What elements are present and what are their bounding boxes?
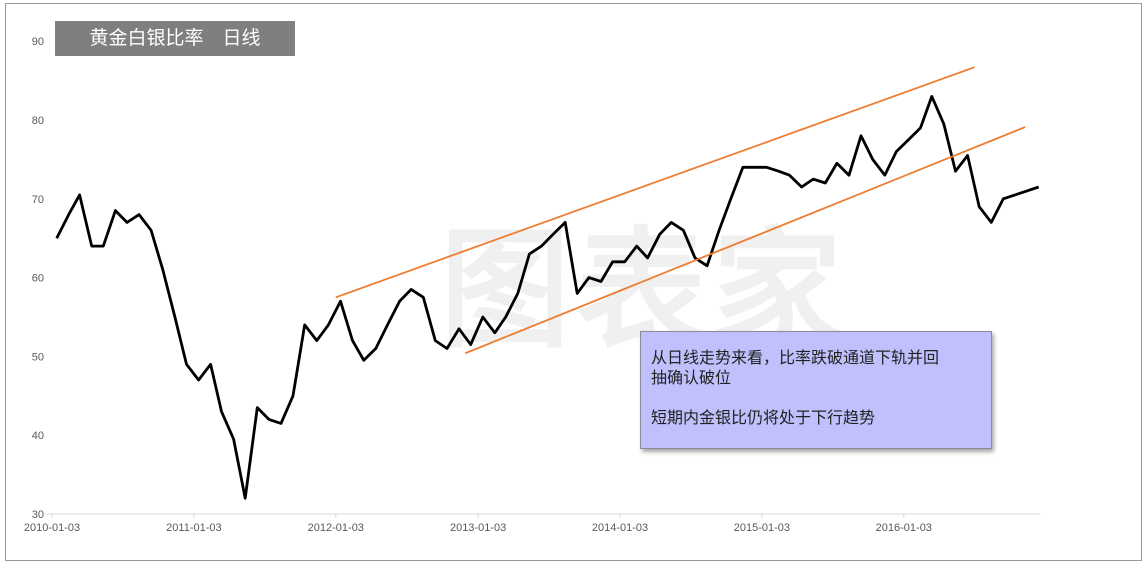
y-tick-label: 30 xyxy=(32,509,44,521)
y-tick-label: 70 xyxy=(32,194,44,206)
x-tick-label: 2016-01-03 xyxy=(876,522,932,534)
y-tick-label: 60 xyxy=(32,273,44,285)
x-tick-label: 2015-01-03 xyxy=(734,522,790,534)
ratio-series-line xyxy=(55,95,1040,500)
annotation-line: 短期内金银比仍将处于下行趋势 xyxy=(651,410,876,427)
upper-channel-line xyxy=(335,66,975,299)
lower-channel-line xyxy=(464,126,1026,355)
x-tick-label: 2012-01-03 xyxy=(308,522,364,534)
x-tick-label: 2010-01-03 xyxy=(24,522,80,534)
annotation-line: 抽确认破位 xyxy=(651,370,732,387)
y-tick-label: 90 xyxy=(32,36,44,48)
y-tick-label: 50 xyxy=(32,351,44,363)
x-tick-label: 2013-01-03 xyxy=(450,522,506,534)
x-tick-label: 2011-01-03 xyxy=(166,522,221,534)
x-tick-label: 2014-01-03 xyxy=(592,522,648,534)
y-tick-label: 80 xyxy=(32,115,44,127)
annotation-line: 从日线走势来看，比率跌破通道下轨并回 xyxy=(651,350,940,367)
y-tick-label: 40 xyxy=(32,430,44,442)
chart-title: 黄金白银比率 日线 xyxy=(55,21,295,56)
chart-frame xyxy=(5,3,1142,561)
annotation-box: 从日线走势来看，比率跌破通道下轨并回 抽确认破位 短期内金银比仍将处于下行趋势 xyxy=(640,331,992,449)
